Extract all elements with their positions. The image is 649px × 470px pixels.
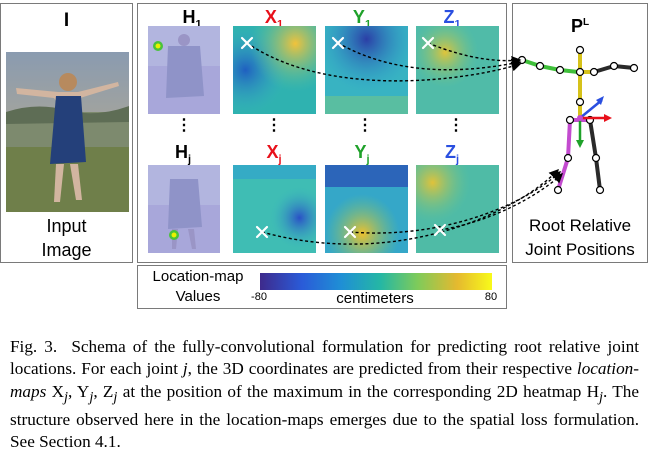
ellipsis-x: ⋮ [266,117,282,134]
colorbar [260,273,492,290]
pose-label-2: Joint Positions [525,240,635,259]
ellipsis-h: ⋮ [176,117,192,134]
y-map-label-row1: Y1 [352,7,372,31]
legend-min: -80 [251,291,267,303]
z-map-label-row1: Z1 [443,7,461,31]
ellipsis-z: ⋮ [448,117,464,134]
legend-label-1: Location-map [152,268,244,285]
correspondence-arrows [240,36,564,245]
input-image-photo [6,52,129,212]
pose-label-1: Root Relative [528,216,632,235]
z-location-map-rowj [416,165,499,253]
heatmap-label-row2: Hj [174,142,192,166]
caption-fig-number: Fig. 3. [10,337,58,356]
z-map-label-row2: Zj [444,142,460,166]
x-location-map-rowj [233,165,316,253]
input-image-panel: I Input Image [0,3,133,263]
legend-max: 80 [484,291,498,303]
figure-caption: Fig. 3. Schema of the fully-convolutiona… [10,337,639,452]
legend-label-2: Values [175,288,221,305]
pose-title: PL [570,16,590,36]
y-location-map-rowj [325,165,408,253]
skeleton-figure [517,45,639,195]
input-image-label-2: Image [41,240,92,260]
heatmap-hj [148,165,220,253]
x-location-map-row1 [233,26,316,114]
input-image-label-1: Input [46,216,87,236]
x-map-label-row2: Xj [266,142,282,166]
x-map-label-row1: X1 [264,7,284,31]
input-image-title: I [63,10,70,31]
legend-unit: centimeters [336,290,414,307]
heatmap-label-row1: H1 [182,7,202,31]
y-map-label-row2: Yj [354,142,370,166]
ellipsis-y: ⋮ [357,117,373,134]
heatmap-h1 [148,26,220,114]
